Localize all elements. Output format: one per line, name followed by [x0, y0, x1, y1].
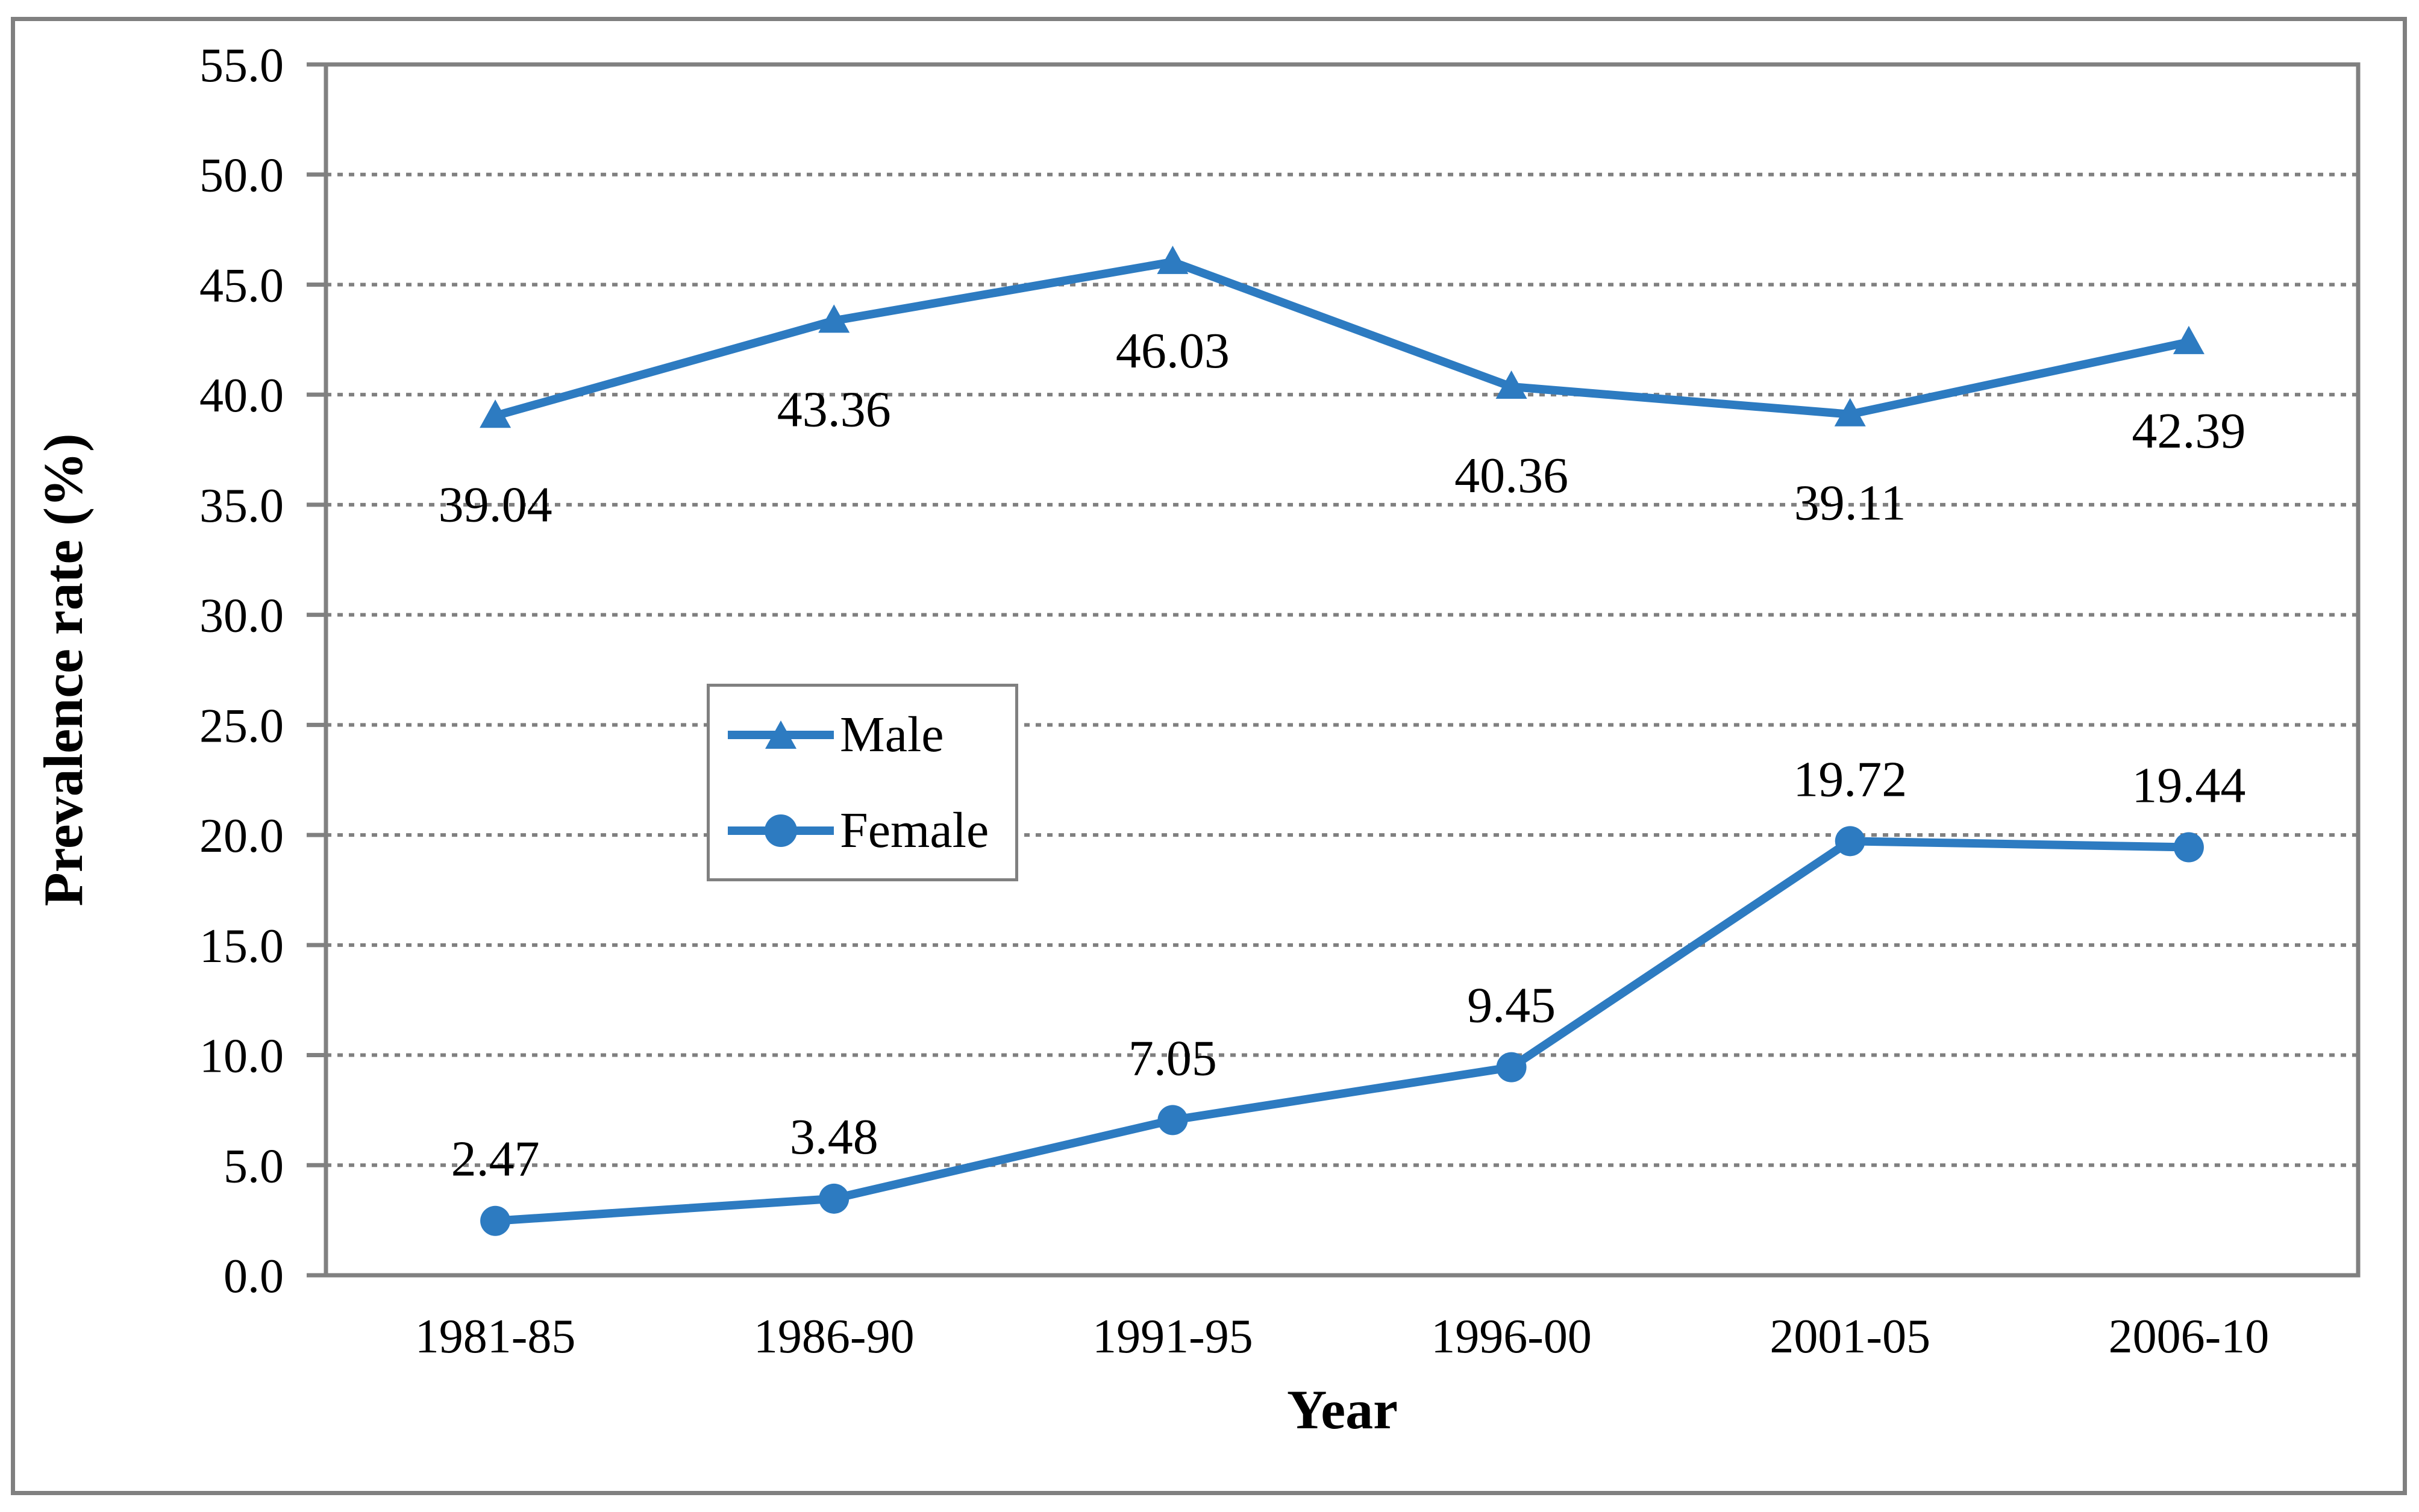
y-tick-label: 50.0 — [199, 149, 284, 202]
x-category-label: 2006-10 — [2109, 1310, 2270, 1363]
data-label: 19.72 — [1793, 751, 1907, 807]
male-series-marker-icon — [728, 720, 834, 749]
male-point-marker — [1157, 245, 1189, 274]
y-tick-label: 40.0 — [199, 369, 284, 422]
legend-item-female: Female — [727, 805, 1015, 856]
legend-item-male: Male — [727, 706, 1015, 763]
x-category-label: 1996-00 — [1431, 1310, 1592, 1363]
y-tick-label: 20.0 — [199, 810, 284, 863]
y-tick-label: 5.0 — [224, 1140, 284, 1193]
legend-label-male: Male — [840, 706, 944, 763]
female-point-marker — [1157, 1105, 1188, 1136]
male-point-marker — [480, 399, 512, 428]
y-tick-label: 45.0 — [199, 259, 284, 312]
data-label: 46.03 — [1116, 323, 1230, 379]
x-axis-labels: 1981-85 1986-90 1991-95 1996-00 2001-05 2006-… — [415, 1310, 2269, 1363]
female-series: 2.47 3.48 7.05 9.45 19.72 19.44 — [451, 751, 2245, 1236]
y-tick-label: 25.0 — [199, 699, 284, 752]
y-axis-ticks: 0.0 5.0 10.0 15.0 20.0 25.0 30.0 35.0 40.0 45.0 50… — [199, 39, 326, 1303]
male-point-marker — [1834, 398, 1866, 426]
male-point-marker — [1495, 370, 1527, 399]
data-label: 19.44 — [2132, 758, 2245, 814]
female-point-marker — [819, 1183, 850, 1214]
data-label: 9.45 — [1467, 978, 1556, 1034]
female-series-line — [495, 837, 2189, 1225]
data-label: 39.04 — [439, 476, 552, 533]
y-tick-label: 10.0 — [199, 1030, 284, 1083]
x-axis-title: Year — [1287, 1379, 1398, 1440]
y-tick-label: 30.0 — [199, 590, 284, 643]
data-label: 40.36 — [1454, 448, 1568, 504]
plot-border — [324, 62, 2361, 1278]
figure-border — [11, 17, 2407, 1495]
female-point-marker — [480, 1205, 511, 1236]
male-series-line — [494, 257, 2190, 420]
data-label: 3.48 — [790, 1109, 878, 1165]
y-axis-title: Prevalence rate (%) — [33, 433, 94, 907]
male-point-marker — [818, 304, 850, 333]
female-point-marker — [1835, 826, 1865, 857]
male-series: 39.04 43.36 46.03 40.36 39.11 42.39 — [439, 245, 2245, 533]
female-point-marker — [2173, 832, 2204, 863]
x-category-label: 1986-90 — [754, 1310, 915, 1363]
y-tick-label: 0.0 — [224, 1250, 284, 1303]
data-label: 7.05 — [1128, 1030, 1217, 1086]
female-series-marker-icon — [728, 814, 834, 847]
data-label: 2.47 — [451, 1131, 540, 1187]
y-tick-label: 55.0 — [199, 39, 284, 92]
data-label: 39.11 — [1794, 475, 1906, 531]
legend: Male Female — [707, 684, 1018, 881]
x-category-label: 1981-85 — [415, 1310, 576, 1363]
y-tick-label: 15.0 — [199, 920, 284, 973]
data-label: 43.36 — [777, 381, 891, 437]
data-label: 42.39 — [2132, 403, 2245, 459]
x-category-label: 2001-05 — [1770, 1310, 1930, 1363]
legend-label-female: Female — [840, 802, 989, 858]
male-point-marker — [2173, 325, 2205, 354]
x-category-label: 1991-95 — [1092, 1310, 1253, 1363]
female-point-marker — [1496, 1052, 1527, 1082]
y-tick-label: 35.0 — [199, 480, 284, 533]
